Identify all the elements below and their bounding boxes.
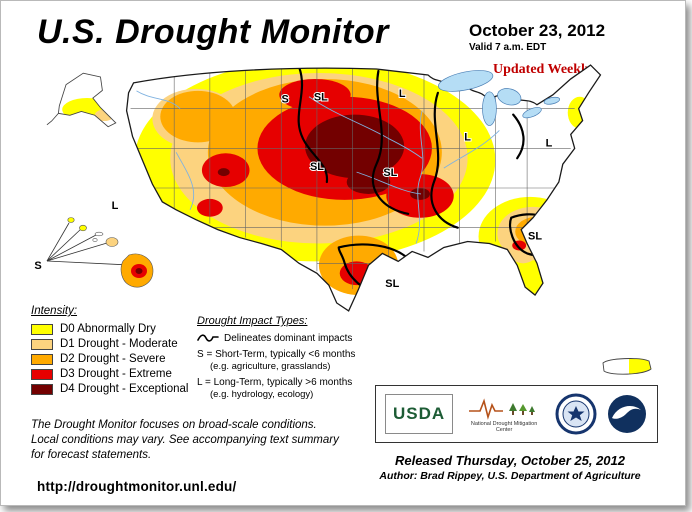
long-term-example: (e.g. hydrology, ecology) — [210, 389, 314, 400]
d3-label: D3 Drought - Extreme — [60, 368, 172, 380]
aleutian-islands — [46, 113, 59, 126]
rivers — [136, 90, 500, 244]
usda-logo-text: USDA — [392, 404, 446, 423]
d2-swatch — [31, 353, 53, 365]
updated-weekly-note: Updated Weekly — [493, 62, 592, 77]
legend-item-d1: D1 Drought - Moderate — [31, 338, 188, 350]
ohio-river — [443, 130, 500, 169]
ndmc-logo-graphic — [469, 398, 536, 420]
legend-heading: Intensity: — [31, 305, 78, 317]
hawaii-long-term-label: L — [112, 200, 119, 212]
author-line: Author: Brad Rippey, U.S. Department of … — [379, 470, 641, 482]
lanai — [92, 238, 98, 242]
agency-logo-box: USDA National Drought Mitigation Center — [375, 385, 658, 443]
legend-item-d0: D0 Abnormally Dry — [31, 323, 188, 335]
short-term-definition: S = Short-Term, typically <6 months — [197, 349, 356, 360]
report-date: October 23, 2012 — [469, 21, 606, 40]
delineates-row: Delineates dominant impacts — [197, 332, 392, 344]
d0-label: D0 Abnormally Dry — [60, 323, 156, 335]
maui — [105, 237, 119, 247]
state-borders-horizontal — [130, 108, 575, 264]
commerce-seal-icon — [555, 393, 597, 435]
impact-label: S — [282, 94, 289, 106]
arkansas-river — [356, 171, 422, 195]
impact-types-block: Drought Impact Types: Delineates dominan… — [197, 315, 392, 400]
delineation-squiggle-icon — [197, 334, 219, 342]
delineates-text: Delineates dominant impacts — [224, 332, 353, 344]
valid-time: Valid 7 a.m. EDT — [469, 42, 547, 53]
impact-label: SL — [310, 161, 324, 173]
d4-label: D4 Drought - Exceptional — [60, 383, 189, 395]
impact-label: L — [399, 88, 406, 100]
d2-label: D2 Drought - Severe — [60, 353, 166, 365]
noaa-logo-icon — [607, 395, 646, 433]
puerto-rico-inset — [602, 358, 652, 375]
released-date-line: Released Thursday, October 25, 2012 — [394, 453, 625, 468]
drought-monitor-report: U.S. Drought Monitor October 23, 2012 Va… — [0, 0, 686, 506]
legend-item-d4: D4 Drought - Exceptional — [31, 383, 188, 395]
long-term-definition: L = Long-Term, typically >6 months — [197, 377, 353, 388]
impact-label: SL — [385, 278, 399, 290]
d1-label: D1 Drought - Moderate — [60, 338, 178, 350]
missouri-river — [308, 96, 423, 159]
impact-boundary-line — [297, 65, 328, 184]
molokai — [94, 231, 104, 237]
intensity-legend: Intensity: D0 Abnormally Dry D1 Drought … — [31, 305, 188, 398]
d0-swatch — [31, 323, 53, 335]
big-island-d4-region — [135, 268, 143, 274]
lake-huron — [497, 88, 522, 106]
impact-boundary-line — [371, 69, 410, 215]
legend-item-d3: D3 Drought - Extreme — [31, 368, 188, 380]
columbia-river — [136, 90, 181, 109]
mississippi-river — [415, 110, 424, 244]
d3-swatch — [31, 368, 53, 380]
hawaii-inset: L S — [33, 199, 154, 288]
impact-label: SL — [314, 92, 328, 104]
lake-michigan — [482, 91, 497, 126]
great-lakes — [438, 70, 561, 126]
us-outline — [125, 64, 602, 312]
alaska-inset — [46, 72, 117, 128]
alaska-outline — [57, 72, 117, 128]
ndmc-logo-caption: National Drought Mitigation Center — [470, 420, 538, 433]
d1-swatch — [31, 338, 53, 350]
legend-item-d2: D2 Drought - Severe — [31, 353, 188, 365]
date-block: October 23, 2012 Valid 7 a.m. EDT Update… — [469, 21, 669, 78]
impact-label: SL — [528, 231, 542, 243]
impact-boundary-line — [430, 91, 459, 229]
colorado-river — [175, 152, 195, 211]
short-term-example: (e.g. agriculture, grasslands) — [210, 361, 331, 372]
page-title: U.S. Drought Monitor — [37, 13, 389, 51]
hawaii-islands — [67, 217, 154, 288]
oahu — [79, 224, 87, 232]
impact-label: L — [464, 131, 471, 143]
lake-erie — [522, 107, 542, 119]
impact-boundary-line — [512, 113, 525, 160]
ndmc-logo: National Drought Mitigation Center — [462, 395, 546, 433]
lake-ontario — [543, 96, 561, 105]
usda-logo: USDA — [384, 394, 454, 434]
d4-swatch — [31, 383, 53, 395]
conus-drought-map: S SL L L L SL SL SL SL — [125, 64, 602, 312]
kauai — [67, 217, 75, 223]
drought-monitor-url[interactable]: http://droughtmonitor.unl.edu/ — [37, 479, 237, 494]
hawaii-short-term-label: S — [34, 260, 41, 272]
impact-label: SL — [383, 167, 397, 179]
lake-superior — [438, 70, 494, 92]
impact-heading: Drought Impact Types: — [197, 315, 308, 327]
impact-label: L — [546, 137, 553, 149]
puerto-rico-d0-region — [629, 358, 651, 375]
puerto-rico-outline — [602, 358, 652, 375]
disclaimer-text: The Drought Monitor focuses on broad-sca… — [31, 419, 339, 461]
hawaii-pointer-lines — [46, 222, 130, 266]
